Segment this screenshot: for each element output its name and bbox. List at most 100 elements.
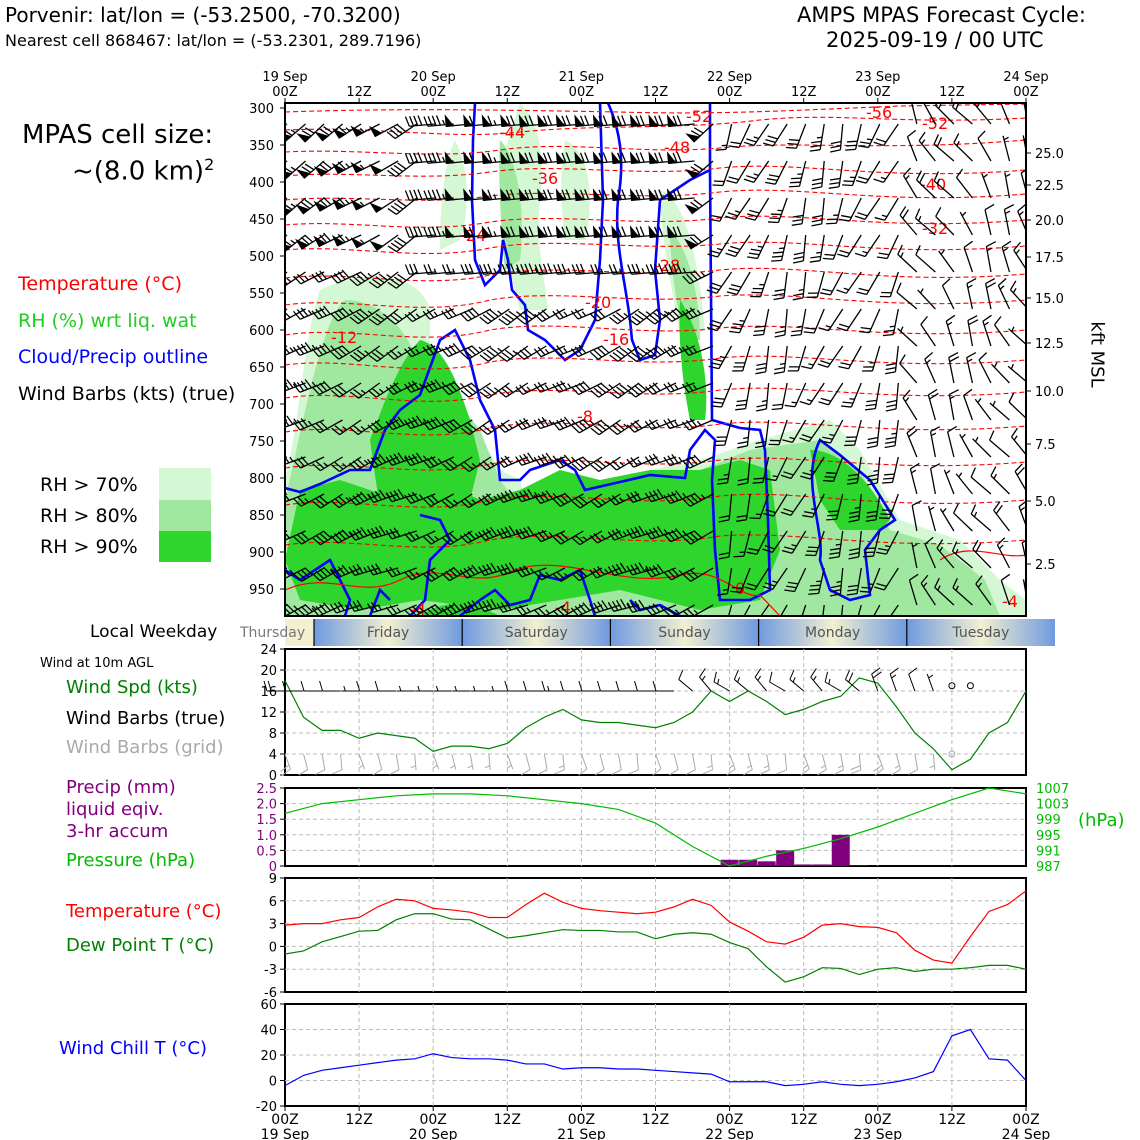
barb-full [765, 509, 776, 514]
barb-full [593, 602, 601, 612]
barb-full [709, 323, 720, 328]
barb-full [407, 455, 416, 465]
upper-wind-barb [404, 530, 436, 543]
barb-full [275, 384, 281, 392]
bottom-date-label: 19 Sep [261, 1127, 310, 1140]
barb-full [337, 385, 347, 394]
upper-wind-barb [311, 419, 343, 434]
barb-full [707, 253, 718, 258]
barb-full [268, 381, 275, 389]
upper-wind-barb [368, 271, 399, 289]
barb-full [422, 459, 431, 469]
barb-shaft [636, 753, 639, 770]
upper-wind-barb [1001, 240, 1012, 273]
upper-wind-barb [756, 382, 770, 412]
upper-wind-barb [331, 419, 362, 436]
wind-barb-grid [759, 753, 770, 775]
barb-shaft [727, 604, 733, 616]
barb-full [349, 391, 359, 399]
bottom-hour-label: 00Z [419, 1112, 446, 1128]
barb-full [766, 177, 778, 182]
barb-shaft [285, 456, 288, 459]
barb-full [653, 312, 663, 320]
barb-full [545, 490, 553, 500]
barb-full [615, 422, 625, 431]
barb-full [817, 769, 827, 776]
barb-full [460, 264, 466, 275]
barb-full [787, 581, 799, 585]
upper-wind-barb [873, 604, 881, 616]
barb-full [627, 389, 637, 398]
barb-shaft [429, 456, 455, 469]
upper-wind-barb [571, 263, 602, 275]
panel-ytick-label: 8 [269, 727, 277, 742]
upper-wind-barb [496, 525, 529, 539]
barb-shaft [883, 567, 899, 591]
barb-full [341, 269, 350, 279]
barb-full [300, 532, 310, 541]
wind-barb-10m [396, 685, 415, 692]
barb-flag [648, 151, 659, 164]
forecast-cycle-title: AMPS MPAS Forecast Cycle: [797, 3, 1086, 27]
upper-wind-barb [386, 308, 418, 325]
barb-full [1009, 280, 1017, 291]
barb-full [737, 478, 749, 482]
barb-full [635, 152, 641, 163]
barb-full [802, 472, 813, 477]
upper-wind-barb [840, 604, 844, 616]
barb-full [430, 456, 439, 465]
barb-shaft [809, 382, 825, 405]
barb-full [582, 456, 591, 465]
barb-half [359, 201, 365, 207]
barb-shaft [908, 579, 918, 606]
barb-full [515, 529, 523, 540]
barb-half [1020, 506, 1026, 512]
barb-full [390, 314, 400, 323]
pressure-tick-label: 550 [249, 287, 274, 302]
upper-wind-barb [948, 352, 960, 384]
upper-wind-barb [846, 567, 862, 596]
barb-full [648, 384, 657, 393]
barb-flag [332, 128, 347, 139]
upper-wind-barb [754, 419, 770, 449]
upper-wind-barb [481, 188, 510, 201]
upper-wind-barb [908, 573, 919, 606]
barb-full [571, 537, 581, 546]
barb-shaft [829, 271, 844, 296]
barb-shaft [285, 271, 306, 287]
upper-wind-barb [966, 277, 977, 310]
barb-full [356, 273, 366, 282]
barb-full [500, 457, 509, 467]
barb-shaft [320, 456, 343, 472]
barb-full [923, 94, 930, 101]
upper-wind-barb [836, 308, 862, 332]
upper-wind-barb [955, 168, 973, 199]
barb-half [722, 588, 729, 591]
barb-full [1000, 93, 1008, 100]
barb-half [900, 326, 904, 332]
barb-full [886, 404, 897, 408]
wind-barb-10m [470, 685, 489, 692]
barb-full [411, 605, 421, 614]
barb-half [345, 199, 350, 205]
barb-full [264, 418, 270, 426]
barb-shaft [781, 382, 788, 409]
barb-full [275, 534, 282, 542]
upper-wind-barb [873, 160, 899, 184]
barb-full [730, 141, 741, 145]
barb-full [304, 199, 314, 207]
barb-full [1018, 500, 1026, 508]
upper-wind-barb [537, 114, 565, 127]
barb-flag [685, 133, 701, 143]
barb-full [598, 152, 604, 163]
barb-full [464, 462, 474, 470]
barb-half [437, 458, 443, 464]
panel-ytick-label: 0 [269, 860, 277, 875]
barb-shaft [827, 308, 844, 332]
barb-full [867, 478, 878, 482]
barb-half [442, 156, 446, 163]
barb-full [409, 226, 415, 238]
barb-full [763, 512, 774, 517]
upper-wind-barb [459, 307, 492, 322]
barb-half [478, 346, 484, 352]
